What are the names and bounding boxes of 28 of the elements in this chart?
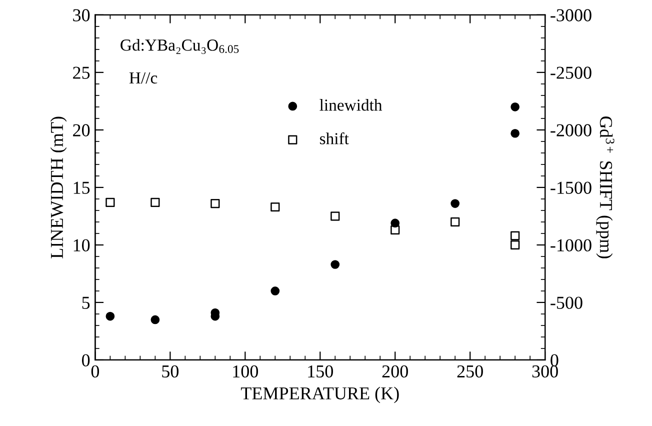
y-tick-label: 20 (73, 124, 90, 136)
y-tick-label: 10 (74, 239, 90, 252)
x-tick-label: 200 (382, 365, 408, 378)
x-tick-label: 0 (91, 365, 100, 378)
y2-tick-label: -2000 (550, 124, 592, 136)
y-tick-label: 15 (74, 182, 90, 194)
y-tick-label: 0 (82, 354, 90, 366)
y2-tick-label: -500 (550, 296, 582, 309)
x-tick-label: 250 (457, 365, 483, 378)
x-tick-label: 100 (233, 365, 258, 378)
y2-tick-label: -1000 (550, 239, 592, 252)
y2-tick-label: 0 (550, 354, 558, 366)
y-tick-label: 5 (82, 296, 90, 309)
y-tick-label: 25 (73, 66, 90, 79)
y-tick-label: 30 (73, 9, 90, 22)
annotation: H//c (129, 72, 158, 84)
y2-tick-label: -3000 (550, 9, 592, 22)
x-axis-title: TEMPERATURE (K) (240, 386, 399, 404)
x-tick-label: 50 (162, 365, 179, 378)
y2-tick-label: -2500 (550, 66, 592, 79)
x-tick-label: 150 (308, 365, 333, 378)
y2-axis-title: Gd$^{3+}$ SHIFT (ppm) (596, 116, 614, 258)
y-axis-title: LINEWIDTH (mT) (50, 116, 67, 258)
legend-label: shift (320, 132, 349, 144)
legend-label: linewidth (320, 99, 382, 111)
annotation: Gd:YBa₂Cu₃O$_{6.05}$ (120, 39, 239, 54)
y2-tick-label: -1500 (550, 182, 592, 194)
x-tick-label: 300 (532, 365, 558, 378)
